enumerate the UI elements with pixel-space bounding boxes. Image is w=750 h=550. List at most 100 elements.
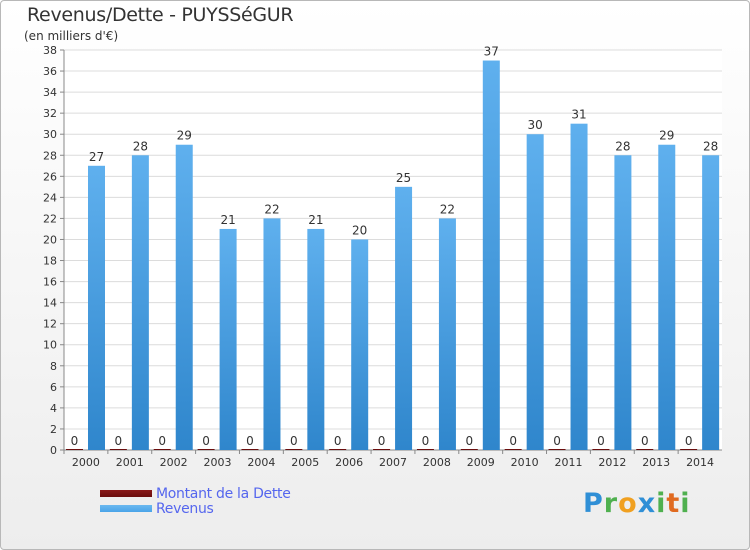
revenue-bar bbox=[526, 134, 544, 451]
x-tick-label: 2010 bbox=[511, 456, 539, 469]
revenue-bar bbox=[438, 218, 456, 450]
legend-label-revenus: Revenus bbox=[156, 501, 214, 517]
debt-bar bbox=[329, 449, 347, 450]
revenue-bar bbox=[570, 123, 588, 451]
revenue-value-label: 22 bbox=[440, 202, 455, 216]
x-tick-label: 2007 bbox=[379, 456, 407, 469]
revenue-value-label: 37 bbox=[484, 45, 499, 59]
y-tick-label: 10 bbox=[43, 339, 57, 352]
x-tick-label: 2001 bbox=[116, 456, 144, 469]
debt-value-label: 0 bbox=[158, 434, 166, 448]
x-tick-label: 2000 bbox=[72, 456, 100, 469]
revenue-bar bbox=[395, 186, 413, 450]
x-tick-label: 2009 bbox=[467, 456, 495, 469]
revenue-bar bbox=[702, 155, 720, 450]
y-tick-label: 26 bbox=[43, 170, 57, 183]
x-tick-label: 2013 bbox=[642, 456, 670, 469]
logo-letter: i bbox=[656, 488, 667, 519]
y-tick-label: 0 bbox=[50, 444, 57, 457]
plot-area bbox=[64, 50, 722, 450]
debt-value-label: 0 bbox=[71, 434, 79, 448]
chart-title: Revenus/Dette - PUYSSéGUR bbox=[27, 4, 294, 26]
debt-value-label: 0 bbox=[509, 434, 517, 448]
debt-bar bbox=[241, 449, 259, 450]
y-tick-label: 24 bbox=[43, 191, 57, 204]
y-tick-label: 30 bbox=[43, 128, 57, 141]
logo-letter: o bbox=[618, 488, 638, 519]
debt-value-label: 0 bbox=[553, 434, 561, 448]
debt-bar bbox=[592, 449, 610, 450]
x-tick-label: 2002 bbox=[160, 456, 188, 469]
y-tick-label: 16 bbox=[43, 276, 57, 289]
y-tick-label: 22 bbox=[43, 212, 57, 225]
x-tick-label: 2003 bbox=[204, 456, 232, 469]
debt-value-label: 0 bbox=[465, 434, 473, 448]
logo-letter: x bbox=[637, 488, 657, 519]
debt-bar bbox=[197, 449, 215, 450]
revenue-value-label: 25 bbox=[396, 171, 411, 185]
debt-value-label: 0 bbox=[246, 434, 254, 448]
y-tick-label: 38 bbox=[43, 44, 57, 57]
revenue-bar bbox=[614, 155, 632, 450]
debt-bar bbox=[153, 449, 171, 450]
logo-letter: r bbox=[603, 488, 619, 519]
legend-label-dette: Montant de la Dette bbox=[156, 486, 291, 502]
x-tick-label: 2012 bbox=[598, 456, 626, 469]
revenue-value-label: 29 bbox=[659, 129, 674, 143]
revenue-bar bbox=[307, 228, 325, 450]
chart-subtitle: (en milliers d'€) bbox=[24, 29, 119, 43]
y-tick-label: 4 bbox=[50, 402, 57, 415]
debt-bar bbox=[504, 449, 522, 450]
revenue-value-label: 28 bbox=[615, 139, 630, 153]
y-tick-label: 18 bbox=[43, 255, 57, 268]
debt-value-label: 0 bbox=[378, 434, 386, 448]
y-tick-label: 2 bbox=[50, 423, 57, 436]
debt-value-label: 0 bbox=[334, 434, 342, 448]
x-tick-label: 2004 bbox=[247, 456, 275, 469]
debt-bar bbox=[680, 449, 698, 450]
debt-bar bbox=[416, 449, 434, 450]
y-tick-label: 8 bbox=[50, 360, 57, 373]
x-tick-label: 2006 bbox=[335, 456, 363, 469]
y-tick-label: 34 bbox=[43, 86, 57, 99]
logo-letter: t bbox=[666, 488, 681, 519]
logo-letter: i bbox=[680, 488, 691, 519]
revenue-value-label: 20 bbox=[352, 223, 367, 237]
legend-swatch-dette bbox=[100, 490, 152, 497]
revenue-bar bbox=[131, 155, 149, 450]
debt-bar bbox=[109, 449, 127, 450]
revenue-value-label: 31 bbox=[571, 108, 586, 122]
x-tick-label: 2014 bbox=[686, 456, 714, 469]
proxiti-logo: Proxiti bbox=[583, 488, 691, 519]
y-tick-label: 6 bbox=[50, 381, 57, 394]
debt-bar bbox=[548, 449, 566, 450]
revenue-bar bbox=[658, 144, 676, 450]
revenue-value-label: 30 bbox=[528, 118, 543, 132]
revenue-value-label: 21 bbox=[308, 213, 323, 227]
revenue-bar bbox=[88, 165, 105, 450]
x-tick-label: 2011 bbox=[554, 456, 582, 469]
debt-bar bbox=[285, 449, 303, 450]
revenue-bar bbox=[263, 218, 281, 450]
revenue-value-label: 22 bbox=[264, 202, 279, 216]
y-tick-label: 20 bbox=[43, 233, 57, 246]
revenue-value-label: 28 bbox=[703, 139, 718, 153]
revenue-value-label: 27 bbox=[89, 150, 104, 164]
debt-value-label: 0 bbox=[115, 434, 123, 448]
debt-bar bbox=[66, 449, 83, 450]
legend-swatch-revenus bbox=[100, 505, 152, 512]
debt-value-label: 0 bbox=[290, 434, 298, 448]
y-tick-label: 12 bbox=[43, 318, 57, 331]
debt-bar bbox=[460, 449, 478, 450]
logo-letter: P bbox=[583, 488, 604, 519]
x-tick-label: 2008 bbox=[423, 456, 451, 469]
y-tick-label: 32 bbox=[43, 107, 57, 120]
debt-value-label: 0 bbox=[641, 434, 649, 448]
debt-value-label: 0 bbox=[422, 434, 430, 448]
revenue-bar bbox=[482, 60, 500, 451]
y-tick-label: 36 bbox=[43, 65, 57, 78]
debt-bar bbox=[373, 449, 391, 450]
debt-bar bbox=[636, 449, 654, 450]
debt-value-label: 0 bbox=[685, 434, 693, 448]
